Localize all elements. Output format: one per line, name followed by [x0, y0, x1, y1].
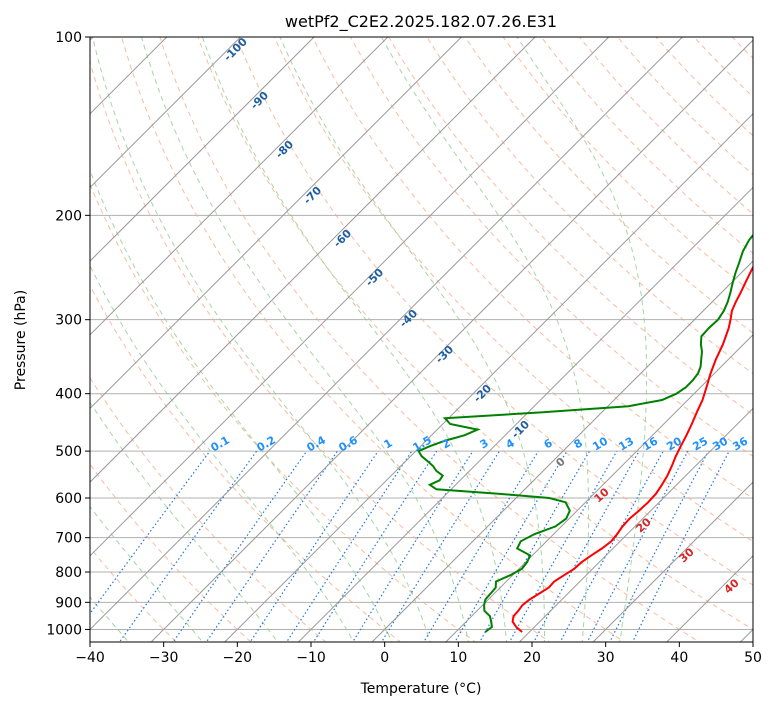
isotherm-line [90, 37, 684, 631]
x-tick-label: 10 [449, 650, 467, 666]
isotherm-line [445, 334, 753, 642]
dry-adiabat-line [273, 37, 753, 543]
dry-adiabat-line [426, 37, 753, 375]
y-tick-label: 800 [55, 565, 82, 581]
mixing-ratio-line [205, 450, 338, 642]
mixing-ratio-line [118, 450, 258, 642]
moist-adiabat-line [141, 37, 469, 642]
dry-adiabat-line [197, 37, 753, 631]
mixing-ratio-line [312, 450, 438, 642]
temperature-profile-line [511, 265, 753, 633]
chart-title: wetPf2_C2E2.2025.182.07.26.E31 [285, 12, 557, 32]
dry-adiabat-line [540, 37, 753, 254]
moist-adiabat-line [201, 37, 508, 642]
x-tick-label: −30 [149, 650, 179, 666]
isotherm-line [518, 407, 753, 642]
moist-adiabat-line [279, 37, 545, 642]
isotherm-line [90, 37, 536, 483]
dry-adiabat-line [235, 37, 753, 586]
isotherm-line [150, 39, 753, 642]
profile-lines [417, 233, 753, 633]
y-axis-ticks: 100 200 300 400 500 600 700 800 900 1000 [46, 30, 90, 638]
plot-frame [89, 36, 754, 643]
mixing-ratio-lines [90, 450, 730, 642]
dry-adiabat-line [90, 182, 476, 642]
y-tick-label: 500 [55, 444, 82, 460]
x-tick-label: 30 [597, 650, 615, 666]
plot-area: -100-90-80-70-60-50-40-30-20-100.1 0.2 0.4… [90, 37, 753, 642]
x-tick-label: −40 [75, 650, 105, 666]
isotherm-line [90, 37, 463, 410]
isotherm-line [371, 260, 753, 642]
moist-adiabat-line [90, 401, 279, 642]
y-axis-label: Pressure (hPa) [13, 290, 29, 390]
dewpoint-profile-line [417, 233, 753, 633]
isotherm-line [592, 481, 753, 642]
mixing-ratio-line [479, 450, 591, 642]
y-tick-label: 100 [55, 30, 82, 46]
y-tick-label: 600 [55, 491, 82, 507]
isotherm-line [90, 37, 610, 557]
mixing-ratio-line [285, 450, 413, 642]
y-tick-label: 900 [55, 595, 82, 611]
moist-adiabat-line [380, 37, 590, 642]
mixing-ratio-line [249, 450, 379, 642]
x-axis-ticks: −40 −30 −20 −10 0 10 20 30 40 50 [75, 642, 762, 666]
mixing-ratio-line [631, 450, 730, 642]
dry-adiabats [90, 37, 753, 642]
dry-adiabat-line [159, 37, 701, 642]
moist-adiabats [90, 37, 648, 642]
dry-adiabat-line [90, 284, 402, 642]
moist-adiabat-line [516, 37, 648, 642]
x-tick-label: 40 [670, 650, 688, 666]
dry-adiabat-line [578, 37, 753, 215]
pressure-gridlines [90, 37, 753, 630]
y-tick-label: 200 [55, 208, 82, 224]
isotherm-line [297, 186, 753, 642]
x-tick-label: 20 [523, 650, 541, 666]
mixing-ratio-line [533, 450, 640, 642]
y-tick-label: 1000 [46, 622, 82, 638]
moist-adiabat-line [90, 505, 204, 642]
moist-adiabat-line [90, 596, 130, 642]
dry-adiabat-line [502, 37, 753, 294]
dry-adiabat-line [121, 37, 626, 642]
x-tick-label: 50 [744, 650, 762, 666]
y-tick-label: 300 [55, 313, 82, 329]
x-tick-label: −10 [296, 650, 326, 666]
isotherms [90, 37, 753, 642]
x-axis-label: Temperature (°C) [360, 681, 482, 697]
isotherm-line [90, 37, 242, 189]
mixing-ratio-line [454, 450, 568, 642]
isotherm-line [90, 37, 389, 336]
mixing-ratio-line [172, 450, 308, 642]
mixing-ratio-line [423, 450, 539, 642]
isotherm-line [224, 113, 753, 642]
moist-adiabat-line [90, 264, 355, 642]
dry-adiabat-line [464, 37, 753, 334]
moist-adiabat-line [92, 37, 431, 642]
y-tick-label: 400 [55, 387, 82, 403]
y-tick-label: 700 [55, 531, 82, 547]
x-tick-label: 0 [380, 650, 389, 666]
x-tick-label: −20 [223, 650, 253, 666]
isotherm-line [90, 37, 315, 262]
moist-adiabat-line [90, 169, 393, 642]
